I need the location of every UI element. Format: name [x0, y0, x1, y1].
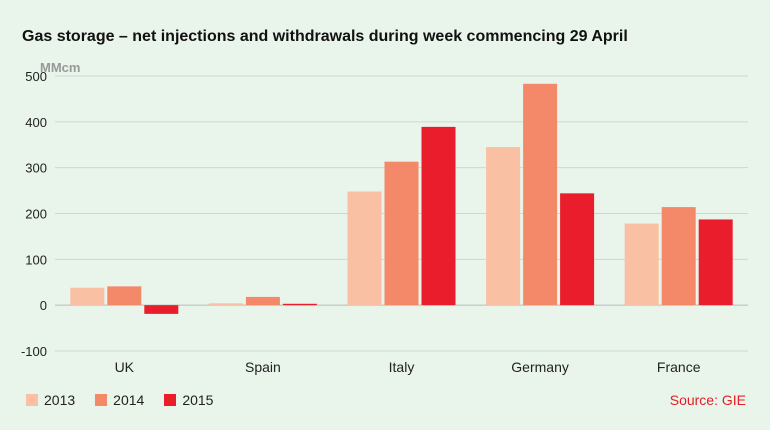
- legend-item-2015: 2015: [164, 392, 213, 408]
- y-tick-label: 300: [25, 161, 47, 176]
- bars: [70, 83, 733, 314]
- legend-label: 2015: [182, 392, 214, 408]
- x-axis-ticks: UK Spain Italy Germany France: [115, 359, 701, 375]
- legend-label: 2013: [44, 392, 76, 408]
- legend-swatch: [95, 394, 108, 406]
- x-tick-label: France: [657, 359, 701, 375]
- legend-swatch: [26, 394, 38, 406]
- bar-spain-2013: [208, 303, 243, 306]
- y-tick-label: 100: [25, 252, 47, 267]
- y-tick-label: 0: [40, 298, 47, 313]
- bar-italy-2014: [384, 161, 419, 306]
- x-tick-label: Spain: [245, 359, 281, 375]
- bar-italy-2013: [347, 191, 382, 306]
- y-axis-ticks: -100 0 100 200 300 400 500: [21, 69, 47, 359]
- y-tick-label: 500: [25, 69, 47, 84]
- bar-italy-2015: [421, 126, 456, 306]
- bar-spain-2014: [245, 296, 280, 306]
- chart-title: Gas storage – net injections and withdra…: [22, 28, 628, 45]
- bar-spain-2015: [282, 303, 317, 306]
- bar-germany-2013: [486, 147, 521, 306]
- y-tick-label: 400: [25, 115, 47, 130]
- source-note: Source: GIE: [669, 392, 746, 408]
- legend-label: 2014: [113, 392, 145, 408]
- x-tick-label: Germany: [511, 359, 569, 375]
- legend-item-2013: 2013: [26, 392, 75, 408]
- legend-item-2014: 2014: [95, 392, 144, 408]
- x-tick-label: UK: [115, 359, 135, 375]
- y-tick-label: 200: [25, 207, 47, 222]
- bar-uk-2015: [144, 305, 179, 314]
- legend: 2013 2014 2015: [26, 392, 233, 408]
- y-axis-label: MMcm: [40, 60, 80, 75]
- bar-france-2013: [624, 223, 659, 306]
- bar-france-2014: [661, 207, 696, 306]
- bar-germany-2015: [560, 193, 595, 306]
- legend-swatch: [164, 394, 177, 406]
- bar-germany-2014: [523, 83, 558, 306]
- bar-uk-2013: [70, 287, 105, 306]
- bar-france-2015: [698, 219, 733, 306]
- bar-uk-2014: [107, 286, 142, 306]
- x-tick-label: Italy: [389, 359, 415, 375]
- y-tick-label: -100: [21, 344, 47, 359]
